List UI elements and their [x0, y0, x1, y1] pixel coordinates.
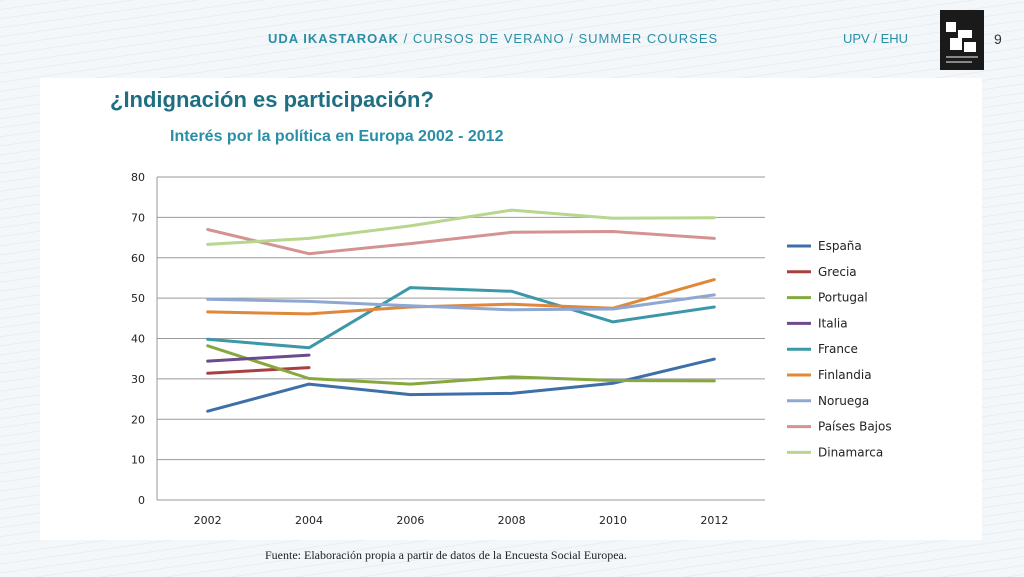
y-tick-label: 30	[131, 373, 145, 386]
legend-label: Noruega	[818, 394, 869, 408]
series-line	[206, 293, 716, 312]
y-tick-label: 70	[131, 211, 145, 224]
legend-label: Portugal	[818, 291, 868, 305]
header-course-bold: UDA IKASTAROAK	[268, 31, 399, 46]
legend-label: Países Bajos	[818, 420, 892, 434]
x-tick-label: 2012	[700, 514, 728, 527]
series-line	[206, 228, 716, 256]
x-tick-label: 2006	[396, 514, 424, 527]
series-line	[206, 208, 716, 246]
series-line	[206, 357, 716, 413]
slide-title: ¿Indignación es participación?	[110, 87, 434, 112]
legend-label: Finlandia	[818, 368, 872, 382]
legend-label: España	[818, 239, 862, 253]
legend-label: Italia	[818, 316, 848, 330]
header-course-title: UDA IKASTAROAK / CURSOS DE VERANO / SUMM…	[268, 31, 718, 46]
x-tick-label: 2002	[194, 514, 222, 527]
header-course-rest: / CURSOS DE VERANO / SUMMER COURSES	[403, 31, 719, 46]
y-tick-label: 50	[131, 292, 145, 305]
series-line	[206, 286, 716, 350]
page-number: 9	[994, 31, 1002, 47]
x-tick-label: 2010	[599, 514, 627, 527]
y-tick-label: 10	[131, 454, 145, 467]
series-line	[206, 344, 716, 386]
upv-ehu-logo	[940, 10, 984, 70]
x-tick-label: 2004	[295, 514, 323, 527]
legend-label: Dinamarca	[818, 445, 883, 459]
y-tick-label: 0	[138, 494, 145, 507]
y-tick-label: 40	[131, 333, 145, 346]
series-line	[206, 278, 716, 316]
series-line	[206, 353, 311, 363]
x-tick-label: 2008	[498, 514, 526, 527]
legend-label: France	[818, 342, 858, 356]
series-line	[206, 366, 311, 375]
y-tick-label: 60	[131, 252, 145, 265]
chart-title: Interés por la política en Europa 2002 -…	[170, 128, 504, 145]
header-university: UPV / EHU	[843, 31, 909, 46]
y-tick-label: 20	[131, 413, 145, 426]
legend-label: Grecia	[818, 265, 857, 279]
y-tick-label: 80	[131, 171, 145, 184]
source-note: Fuente: Elaboración propia a partir de d…	[265, 548, 627, 562]
